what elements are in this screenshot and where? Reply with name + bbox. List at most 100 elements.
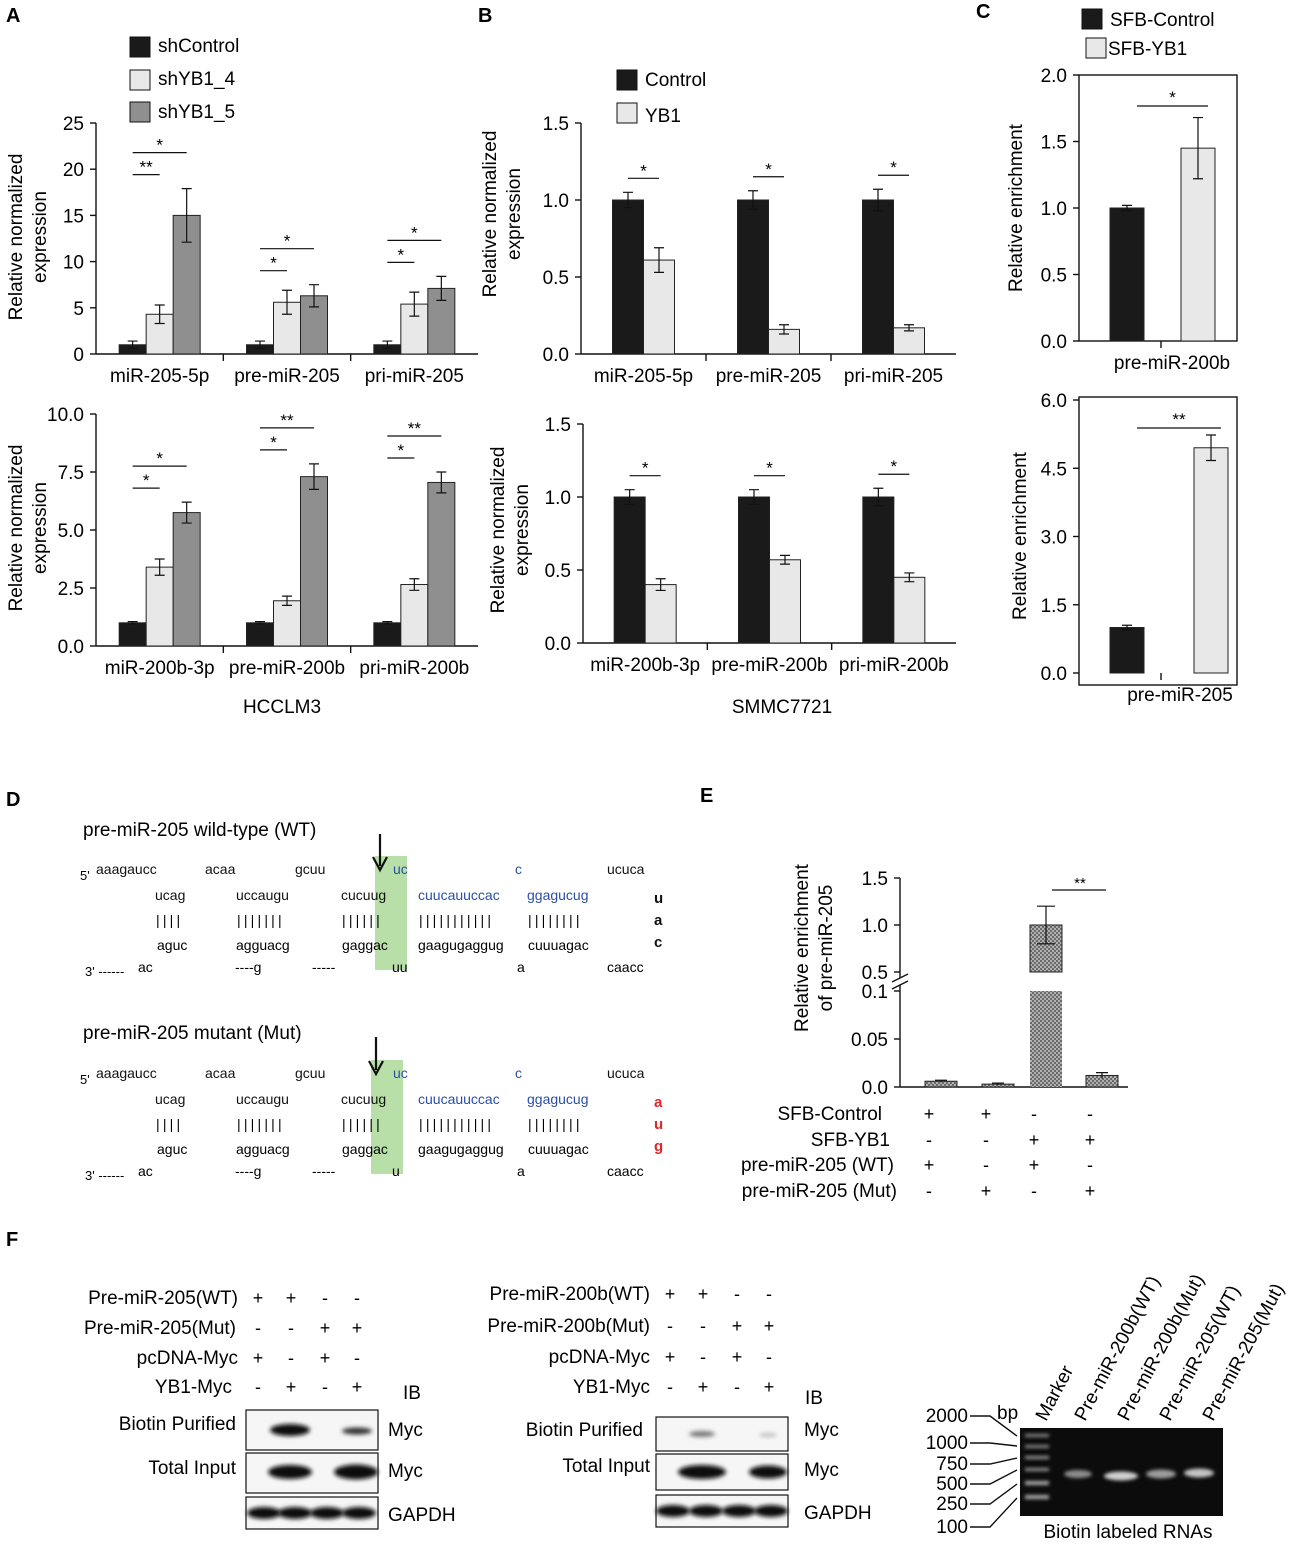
d-wt-bottom-paired-3: gaagugaggug	[418, 937, 504, 953]
d-mut-loop-1: u	[654, 1116, 663, 1133]
f-left-row-label-yb1-myc: YB1-Myc	[155, 1377, 232, 1398]
A-bottom-sig-label-4: *	[398, 441, 405, 460]
B-top-ytick-label-2: 1.0	[543, 191, 569, 212]
legend-swatch-sfb-control	[1081, 8, 1103, 30]
band-biotin-lane4-right	[759, 1433, 777, 1437]
B-top-bar-control-pre-mir-205	[737, 199, 769, 355]
B-bottom-errorbar-control-mir-200b-3p	[624, 489, 635, 505]
B-bottom-bar-yb1-pri-mir-200b	[893, 576, 926, 644]
legend-swatch-shyb1-4	[129, 69, 151, 91]
rna-title-wt: pre-miR-205 wild-type (WT)	[83, 820, 316, 841]
ylabel-e: Relative enrichment of pre-miR-205	[792, 863, 837, 1032]
antibody-gapdh-left: GAPDH	[388, 1505, 456, 1526]
d-wt-top-unpaired-4: c	[515, 861, 522, 877]
band-gapdh-lane3-left	[310, 1507, 344, 1519]
d-mut-top-unpaired-3: uc	[393, 1065, 408, 1081]
gel-marker-ladder	[1025, 1434, 1049, 1499]
e-ytick-label-2: 0.1	[862, 982, 888, 1003]
svg-text:expression: expression	[30, 482, 51, 574]
d-mut-loop-2: g	[654, 1138, 663, 1155]
d-wt-bottom-unpaired-4: a	[517, 959, 525, 975]
A-bottom-ytick-label-2: 5.0	[58, 521, 84, 542]
A-top-ytick-label-3: 15	[63, 206, 84, 227]
C-top-bar-sfb-control	[1109, 207, 1145, 342]
A-top-sig-label-1: *	[156, 136, 163, 155]
rna-title-mut: pre-miR-205 mutant (Mut)	[83, 1023, 302, 1044]
d-wt-top-unpaired-5: ucuca	[607, 861, 645, 877]
C-bottom-errorbar-sfb-yb1	[1206, 434, 1216, 462]
f-left-sign-4-4: +	[352, 1377, 363, 1397]
d-mut-five-prime: 5'	[80, 1072, 90, 1087]
A-bottom-errorbar-shyb1-5-pri-mir-200b	[436, 471, 447, 494]
e-condition-sign-4-3: -	[1031, 1181, 1037, 1201]
B-top-xlabel-mir-205-5p: miR-205-5p	[594, 366, 693, 387]
d-wt-top-paired-1: uccaugu	[236, 887, 289, 903]
d-mut-three-prime: 3' ------	[85, 1168, 124, 1183]
d-mut-top-unpaired-5: ucuca	[607, 1065, 645, 1081]
B-top-sig-label-0: *	[640, 161, 647, 180]
B-bottom-sig-label-0: *	[642, 459, 649, 478]
ladder-band-6	[1025, 1495, 1049, 1499]
f-right-sign-3-1: +	[665, 1347, 676, 1367]
A-bottom-bar-shcontrol-pri-mir-200b	[373, 622, 402, 647]
band-gapdh-lane4-left	[342, 1507, 376, 1519]
d-mut-pair-bars-0: ||||	[156, 1116, 183, 1132]
C-top-errorbar-sfb-yb1	[1193, 116, 1203, 180]
B-top-errorbar-control-pri-mir-205	[873, 188, 883, 212]
A-bottom-bar-shyb1-4-mir-200b-3p	[145, 566, 174, 647]
d-wt-pair-bars-4: ||||||||	[528, 912, 583, 928]
B-bottom-ytick-label-1: 0.5	[545, 561, 571, 582]
A-bottom-errorbar-shyb1-4-pri-mir-200b	[409, 578, 420, 591]
d-wt-pair-bars-0: ||||	[156, 912, 183, 928]
A-bottom-errorbar-shyb1-4-pre-mir-200b	[282, 595, 292, 606]
A-bottom-sig-label-5: **	[408, 419, 422, 438]
ladder-band-4	[1025, 1468, 1049, 1471]
e-ytick-label-0: 0.0	[862, 1078, 888, 1099]
f-left-row-label-pcdna-myc: pcDNA-Myc	[137, 1348, 238, 1369]
A-bottom-sig-label-2: *	[270, 433, 277, 452]
C-bottom-ytick-label-2: 3.0	[1041, 528, 1067, 549]
e-condition-sign-3-3: +	[1029, 1155, 1040, 1175]
d-mut-loop-0: a	[654, 1094, 663, 1111]
f-left-sign-3-3: +	[320, 1348, 331, 1368]
f-right-sign-1-4: -	[766, 1284, 772, 1304]
e-condition-sign-2-1: -	[926, 1130, 932, 1150]
e-ytick-label-4: 1.0	[862, 916, 888, 937]
A-top-errorbar-shcontrol-mir-205-5p	[127, 340, 138, 350]
e-condition-sign-3-4: -	[1087, 1155, 1093, 1175]
d-mut-bottom-unpaired-5: caacc	[607, 1163, 644, 1179]
band-gapdh-lane4-right	[754, 1505, 788, 1517]
d-mut-bottom-unpaired-0: ac	[138, 1163, 153, 1179]
gel-size-leader-2000	[970, 1415, 1018, 1437]
C-top-ytick-label-1: 0.5	[1041, 266, 1067, 287]
B-bottom-bar-yb1-pre-mir-200b	[769, 559, 801, 644]
d-mut-top-unpaired-1: acaa	[205, 1065, 236, 1081]
panel-letter-c: C	[976, 1, 990, 23]
panel-letter-f: F	[6, 1229, 18, 1251]
f-left-row-label-pre-mir-205-mut: Pre-miR-205(Mut)	[84, 1318, 236, 1339]
A-bottom-errorbar-shcontrol-pre-mir-200b	[255, 621, 265, 625]
panel-letter-e: E	[700, 785, 713, 807]
ylabel-a-bottom: Relative normalized expression	[6, 445, 51, 612]
A-top-errorbar-shcontrol-pre-mir-205	[255, 340, 265, 350]
band-biotin-lane2-left	[270, 1424, 310, 1436]
f-left-sign-3-4: -	[354, 1348, 360, 1368]
svg-text:Relative enrichment: Relative enrichment	[792, 863, 813, 1032]
f-left-sign-2-3: +	[320, 1318, 331, 1338]
f-left-sign-3-2: -	[288, 1348, 294, 1368]
chart-a-bottom: 0.0 2.5 5.0 7.5 10.0 miR-200b-3p pre-miR-200b p…	[47, 405, 478, 679]
western-blot-pre-mir-205: IB Biotin Purified Total Input Myc Myc G…	[84, 1288, 456, 1530]
e-condition-sign-2-2: -	[983, 1130, 989, 1150]
blot-label-biotin-right: Biotin Purified	[526, 1420, 643, 1441]
ladder-band-5	[1025, 1481, 1049, 1485]
gel-size-label-100: 100	[936, 1517, 968, 1538]
f-right-sign-4-1: -	[667, 1377, 673, 1397]
f-right-row-label-pcdna-myc: pcDNA-Myc	[549, 1347, 650, 1368]
e-condition-sign-1-1: +	[924, 1104, 935, 1124]
band-gapdh-lane1-right	[656, 1505, 690, 1517]
f-left-row-label-pre-mir-205-wt: Pre-miR-205(WT)	[88, 1288, 238, 1309]
gel-size-leader-500	[970, 1469, 1018, 1485]
d-mut-bottom-paired-0: aguc	[157, 1141, 187, 1157]
f-left-sign-3-1: +	[253, 1348, 264, 1368]
